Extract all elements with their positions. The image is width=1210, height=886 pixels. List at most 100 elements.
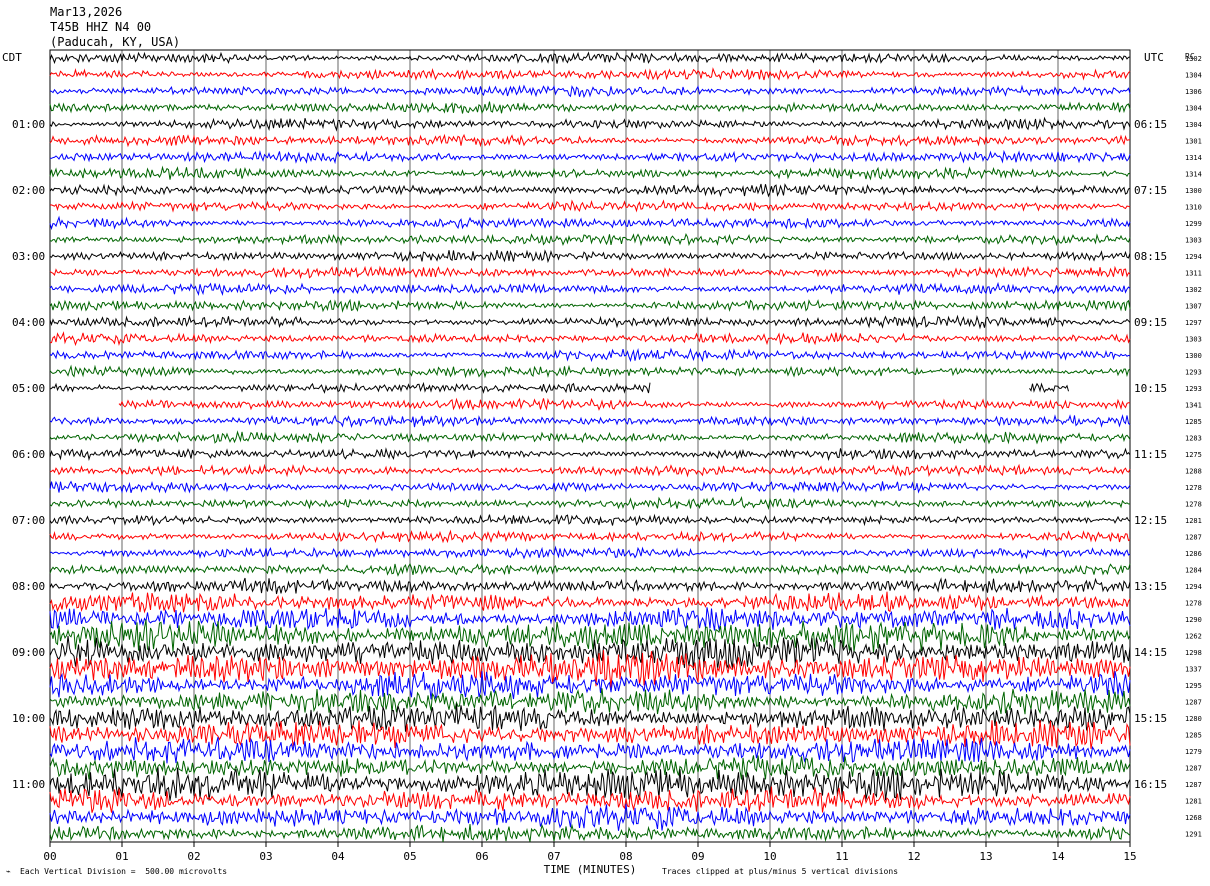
right-hour-label: 10:15 — [1134, 382, 1167, 395]
seismic-trace — [49, 823, 1131, 843]
rc-value: 1278 — [1185, 501, 1202, 509]
right-hour-label: 07:15 — [1134, 184, 1167, 197]
seismic-trace — [49, 101, 1131, 115]
clip-note: Traces clipped at plus/minus 5 vertical … — [662, 867, 899, 876]
rc-value: 1298 — [1185, 649, 1202, 657]
rc-value: 1285 — [1185, 732, 1202, 740]
x-tick-label: 14 — [1051, 850, 1065, 863]
seismic-trace — [49, 430, 1131, 445]
right-hour-label: 06:15 — [1134, 118, 1167, 131]
seismic-trace — [49, 619, 1131, 653]
rc-value: 1286 — [1185, 550, 1202, 558]
left-hour-label: 07:00 — [12, 514, 45, 527]
rc-value: 1301 — [1185, 138, 1202, 146]
rc-value: 1275 — [1185, 451, 1202, 459]
rc-value: 1288 — [1185, 468, 1202, 476]
seismic-trace — [49, 249, 1131, 264]
seismic-trace — [49, 767, 1131, 801]
x-tick-label: 06 — [475, 850, 488, 863]
left-hour-label: 06:00 — [12, 448, 45, 461]
left-hour-label: 01:00 — [12, 118, 45, 131]
seismic-trace — [49, 165, 1131, 181]
left-zone-label: CDT — [2, 51, 22, 64]
rc-value: 1304 — [1185, 105, 1202, 113]
rc-value: 1290 — [1185, 616, 1202, 624]
right-hour-label: 13:15 — [1134, 580, 1167, 593]
left-hour-label: 10:00 — [12, 712, 45, 725]
seismic-trace — [49, 364, 1131, 379]
rc-value: 1287 — [1185, 765, 1202, 773]
seismic-trace — [49, 67, 1131, 81]
trace-group — [49, 51, 1131, 843]
rc-value: 1293 — [1185, 369, 1202, 377]
rc-value: 1279 — [1185, 748, 1202, 756]
right-hour-label: 15:15 — [1134, 712, 1167, 725]
seismic-trace — [49, 529, 1131, 544]
rc-value: 1299 — [1185, 220, 1202, 228]
x-tick-label: 02 — [187, 850, 200, 863]
seismic-trace — [49, 513, 1131, 527]
rc-value: 1281 — [1185, 517, 1202, 525]
seismic-trace — [49, 545, 1131, 560]
seismic-trace — [49, 463, 1131, 478]
seismic-trace — [49, 670, 1131, 700]
seismic-trace — [49, 414, 1131, 428]
x-tick-label: 11 — [835, 850, 848, 863]
right-hour-label: 16:15 — [1134, 778, 1167, 791]
rc-value: 1337 — [1185, 666, 1202, 674]
seismic-trace — [50, 331, 1131, 347]
rc-value: 1287 — [1185, 534, 1202, 542]
rc-value: 1281 — [1185, 798, 1202, 806]
right-hour-label: 14:15 — [1134, 646, 1167, 659]
right-zone-label: UTC — [1144, 51, 1164, 64]
left-hour-label: 11:00 — [12, 778, 45, 791]
x-tick-label: 01 — [115, 850, 128, 863]
seismic-trace — [49, 803, 1131, 831]
footer-icon: ⌁ — [6, 867, 11, 876]
rc-value: 1287 — [1185, 781, 1202, 789]
seismic-trace — [49, 183, 1131, 198]
left-hour-label: 09:00 — [12, 646, 45, 659]
date-label: Mar13,2026 — [50, 5, 123, 19]
seismic-trace — [49, 720, 1131, 749]
seismic-trace — [49, 786, 1131, 813]
seismic-trace — [49, 381, 1069, 394]
x-tick-label: 07 — [547, 850, 560, 863]
rc-value: 1303 — [1185, 336, 1202, 344]
seismic-trace — [49, 480, 1131, 494]
rc-value: 1293 — [1185, 385, 1202, 393]
rc-value: 1287 — [1185, 699, 1202, 707]
rc-value: 1278 — [1185, 484, 1202, 492]
x-tick-label: 03 — [259, 850, 272, 863]
rc-value: 1304 — [1185, 72, 1202, 80]
seismic-trace — [49, 116, 1131, 132]
x-tick-label: 08 — [619, 850, 632, 863]
rc-value: 1314 — [1185, 171, 1202, 179]
right-hour-label: 12:15 — [1134, 514, 1167, 527]
seismic-trace — [49, 265, 1131, 280]
x-tick-label: 15 — [1123, 850, 1136, 863]
rc-value: 1280 — [1185, 715, 1202, 723]
rc-value: 1306 — [1185, 88, 1202, 96]
rc-value: 1303 — [1185, 237, 1202, 245]
rc-value: 1311 — [1185, 270, 1202, 278]
seismic-trace — [49, 133, 1130, 148]
plot-frame — [49, 49, 1131, 843]
seismic-trace — [49, 199, 1131, 213]
right-hour-label: 11:15 — [1134, 448, 1167, 461]
seismic-trace — [49, 215, 1131, 231]
location-label: (Paducah, KY, USA) — [50, 35, 181, 49]
rc-value: 1341 — [1185, 402, 1202, 410]
seismic-trace — [49, 347, 1131, 363]
x-tick-label: 00 — [43, 850, 56, 863]
x-tick-label: 13 — [979, 850, 992, 863]
seismic-trace — [49, 591, 1131, 614]
rc-value: 1300 — [1185, 187, 1202, 195]
x-tick-label: 05 — [403, 850, 416, 863]
rc-value: 1304 — [1185, 121, 1202, 129]
seismic-trace — [49, 577, 1131, 595]
seismic-trace — [49, 298, 1131, 313]
x-tick-label: 04 — [331, 850, 345, 863]
seismic-trace — [49, 496, 1131, 511]
seismic-trace — [49, 607, 1131, 631]
